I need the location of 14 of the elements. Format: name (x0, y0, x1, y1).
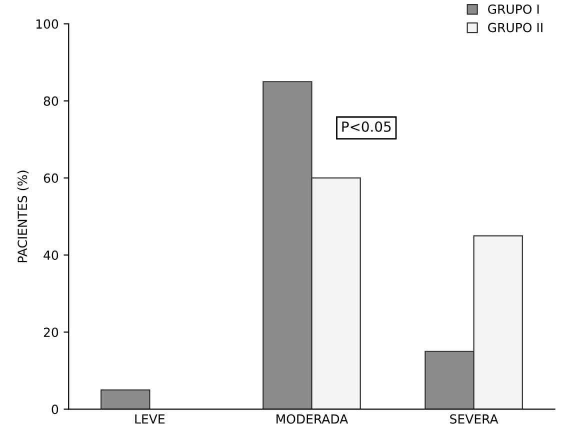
y-tick-label: 80 (44, 96, 58, 106)
y-axis-title: PACIENTES (%) (17, 170, 29, 262)
x-tick-label: LEVE (135, 414, 165, 424)
x-tick-label: SEVERA (450, 414, 498, 424)
x-tick-label: MODERADA (276, 414, 348, 424)
y-tick-label: 100 (36, 19, 58, 29)
annotation: P<0.05 (342, 121, 391, 132)
y-tick-label: 0 (52, 404, 58, 414)
legend-label: GRUPO II (488, 22, 542, 32)
y-tick-label: 60 (44, 173, 58, 183)
y-tick-label: 20 (44, 328, 58, 338)
y-tick-label: 40 (44, 250, 58, 260)
legend-label: GRUPO I (488, 4, 539, 14)
bar (100, 389, 150, 410)
